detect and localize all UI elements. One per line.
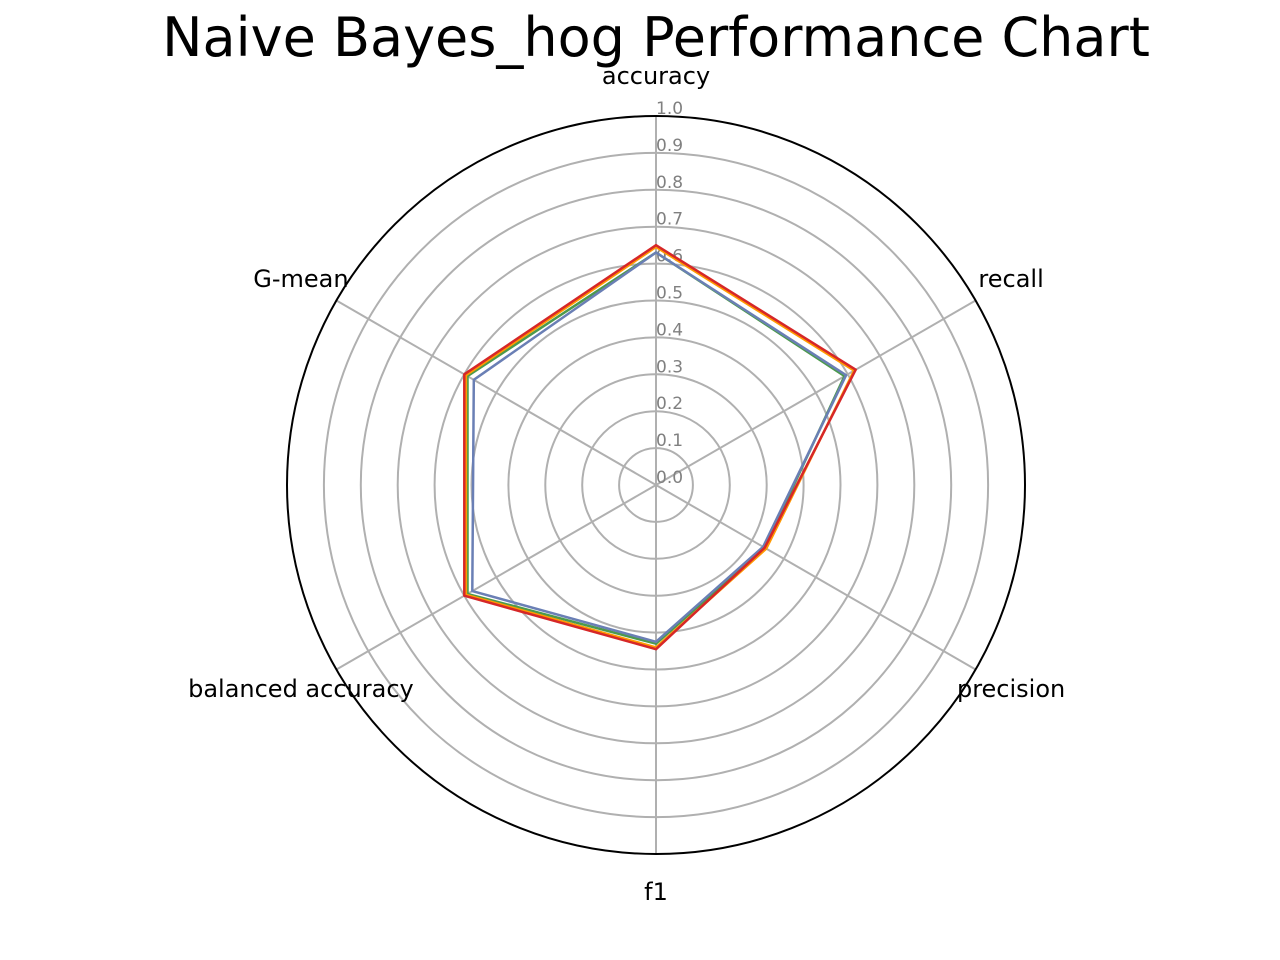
r-tick-label: 0.2 <box>656 394 683 414</box>
chart-title: Naive Bayes_hog Performance Chart <box>162 6 1150 69</box>
axis-spoke <box>335 484 657 671</box>
axis-label-recall: recall <box>978 265 1043 293</box>
axis-spoke <box>655 484 977 671</box>
axis-label-f1: f1 <box>644 878 668 906</box>
axis-labels: accuracy recall precision f1 balanced accura… <box>188 62 1065 906</box>
radar-spokes <box>335 116 977 854</box>
axis-spoke <box>655 299 977 486</box>
radial-tick-labels: 0.00.10.20.30.40.50.60.70.80.91.0 <box>656 99 683 488</box>
r-tick-label: 0.0 <box>656 468 683 488</box>
axis-label-accuracy: accuracy <box>602 62 710 90</box>
r-tick-label: 0.4 <box>656 320 683 340</box>
r-tick-label: 1.0 <box>656 99 683 119</box>
r-tick-label: 0.9 <box>656 136 683 156</box>
r-tick-label: 0.5 <box>656 284 683 304</box>
radar-series <box>463 243 857 651</box>
r-tick-label: 0.8 <box>656 173 683 193</box>
r-tick-label: 0.3 <box>656 357 683 377</box>
axis-label-balanced-accuracy: balanced accuracy <box>188 675 414 703</box>
r-tick-label: 0.7 <box>656 210 683 230</box>
series-3-line <box>471 251 848 644</box>
axis-label-precision: precision <box>957 675 1065 703</box>
series-4-line <box>463 243 857 651</box>
axis-spoke <box>335 299 657 486</box>
radar-outer-frame <box>286 115 1026 855</box>
r-tick-label: 0.1 <box>656 431 683 451</box>
axis-label-g-mean: G-mean <box>253 265 348 293</box>
